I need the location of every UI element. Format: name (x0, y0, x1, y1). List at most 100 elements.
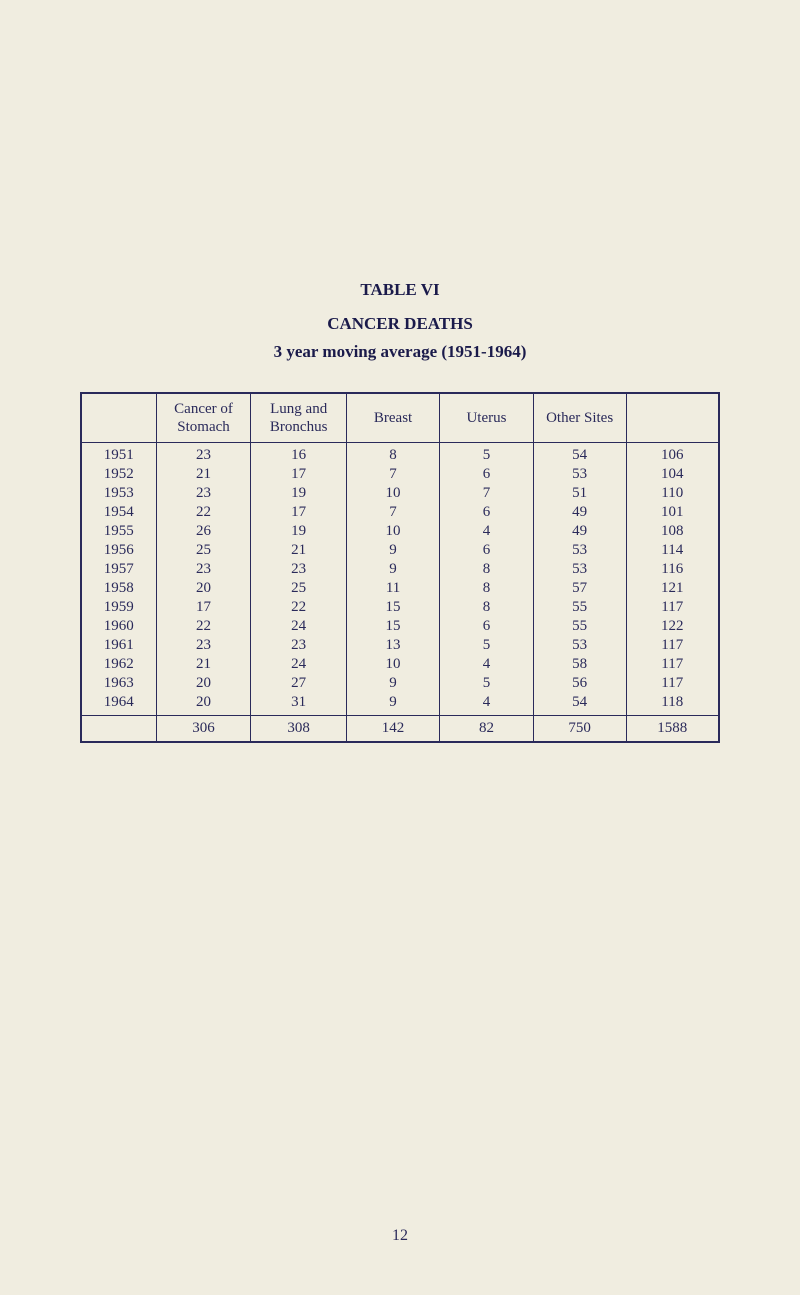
table-cell: 6 (440, 503, 534, 522)
table-cell: 10 (346, 522, 439, 541)
table-cell: 17 (251, 465, 346, 484)
table-cell: 25 (156, 541, 251, 560)
table-cell: 55 (533, 598, 626, 617)
table-cell: 8 (440, 598, 534, 617)
table-cell: 23 (251, 560, 346, 579)
table-row: 1962212410458117 (81, 655, 719, 674)
table-cell: 117 (626, 598, 719, 617)
table-row: 195723239853116 (81, 560, 719, 579)
table-row: 1958202511857121 (81, 579, 719, 598)
total-cell: 308 (251, 716, 346, 743)
table-cell: 51 (533, 484, 626, 503)
table-cell: 54 (533, 443, 626, 466)
table-cell: 122 (626, 617, 719, 636)
table-cell: 114 (626, 541, 719, 560)
table-cell: 23 (156, 636, 251, 655)
total-cell: 306 (156, 716, 251, 743)
table-cell: 9 (346, 541, 439, 560)
table-cell: 22 (156, 617, 251, 636)
table-cell: 24 (251, 655, 346, 674)
table-cell: 49 (533, 503, 626, 522)
table-row: 195422177649101 (81, 503, 719, 522)
table-cell: 1961 (81, 636, 156, 655)
total-cell: 750 (533, 716, 626, 743)
page-content: TABLE VI CANCER DEATHS 3 year moving ave… (0, 0, 800, 783)
table-cell: 5 (440, 443, 534, 466)
table-cell: 22 (251, 598, 346, 617)
table-cell: 49 (533, 522, 626, 541)
table-cell: 9 (346, 693, 439, 716)
total-cell (81, 716, 156, 743)
table-body: 1951231685541061952211776531041953231910… (81, 443, 719, 716)
table-cell: 117 (626, 636, 719, 655)
table-cell: 8 (440, 579, 534, 598)
table-cell: 6 (440, 617, 534, 636)
table-row: 1961232313553117 (81, 636, 719, 655)
table-cell: 4 (440, 693, 534, 716)
table-cell: 23 (251, 636, 346, 655)
table-row: 1960222415655122 (81, 617, 719, 636)
table-subtitle: 3 year moving average (1951-1964) (70, 342, 730, 362)
table-cell: 4 (440, 655, 534, 674)
title-block: TABLE VI CANCER DEATHS 3 year moving ave… (70, 280, 730, 362)
table-cell: 23 (156, 560, 251, 579)
table-cell: 9 (346, 674, 439, 693)
table-cell: 1952 (81, 465, 156, 484)
table-cell: 1956 (81, 541, 156, 560)
table-cell: 31 (251, 693, 346, 716)
table-cell: 1951 (81, 443, 156, 466)
table-cell: 56 (533, 674, 626, 693)
table-cell: 20 (156, 674, 251, 693)
table-cell: 54 (533, 693, 626, 716)
header-other: Other Sites (533, 393, 626, 443)
table-cell: 21 (251, 541, 346, 560)
table-cell: 117 (626, 674, 719, 693)
table-cell: 108 (626, 522, 719, 541)
table-cell: 13 (346, 636, 439, 655)
total-cell: 1588 (626, 716, 719, 743)
table-cell: 1957 (81, 560, 156, 579)
header-lung: Lung and Bronchus (251, 393, 346, 443)
table-row: 195625219653114 (81, 541, 719, 560)
table-cell: 23 (156, 484, 251, 503)
table-title: CANCER DEATHS (70, 314, 730, 334)
table-cell: 17 (156, 598, 251, 617)
total-cell: 82 (440, 716, 534, 743)
table-header-row: Cancer of Stomach Lung and Bronchus Brea… (81, 393, 719, 443)
header-year (81, 393, 156, 443)
table-cell: 117 (626, 655, 719, 674)
table-cell: 19 (251, 484, 346, 503)
table-cell: 17 (251, 503, 346, 522)
table-cell: 1955 (81, 522, 156, 541)
table-cell: 1960 (81, 617, 156, 636)
table-cell: 1958 (81, 579, 156, 598)
table-cell: 19 (251, 522, 346, 541)
table-cell: 57 (533, 579, 626, 598)
header-stomach: Cancer of Stomach (156, 393, 251, 443)
table-cell: 16 (251, 443, 346, 466)
table-cell: 22 (156, 503, 251, 522)
table-number: TABLE VI (70, 280, 730, 300)
table-cell: 1959 (81, 598, 156, 617)
cancer-deaths-table: Cancer of Stomach Lung and Bronchus Brea… (80, 392, 720, 743)
table-cell: 118 (626, 693, 719, 716)
table-cell: 53 (533, 541, 626, 560)
table-cell: 9 (346, 560, 439, 579)
table-cell: 121 (626, 579, 719, 598)
header-total (626, 393, 719, 443)
table-row: 195123168554106 (81, 443, 719, 466)
table-cell: 21 (156, 655, 251, 674)
table-cell: 101 (626, 503, 719, 522)
table-cell: 5 (440, 636, 534, 655)
table-cell: 10 (346, 655, 439, 674)
table-cell: 55 (533, 617, 626, 636)
table-row: 1953231910751110 (81, 484, 719, 503)
table-cell: 25 (251, 579, 346, 598)
table-cell: 15 (346, 598, 439, 617)
table-cell: 27 (251, 674, 346, 693)
table-row: 196420319454118 (81, 693, 719, 716)
table-cell: 24 (251, 617, 346, 636)
table-row: 196320279556117 (81, 674, 719, 693)
page-number: 12 (0, 1227, 800, 1245)
table-cell: 1954 (81, 503, 156, 522)
